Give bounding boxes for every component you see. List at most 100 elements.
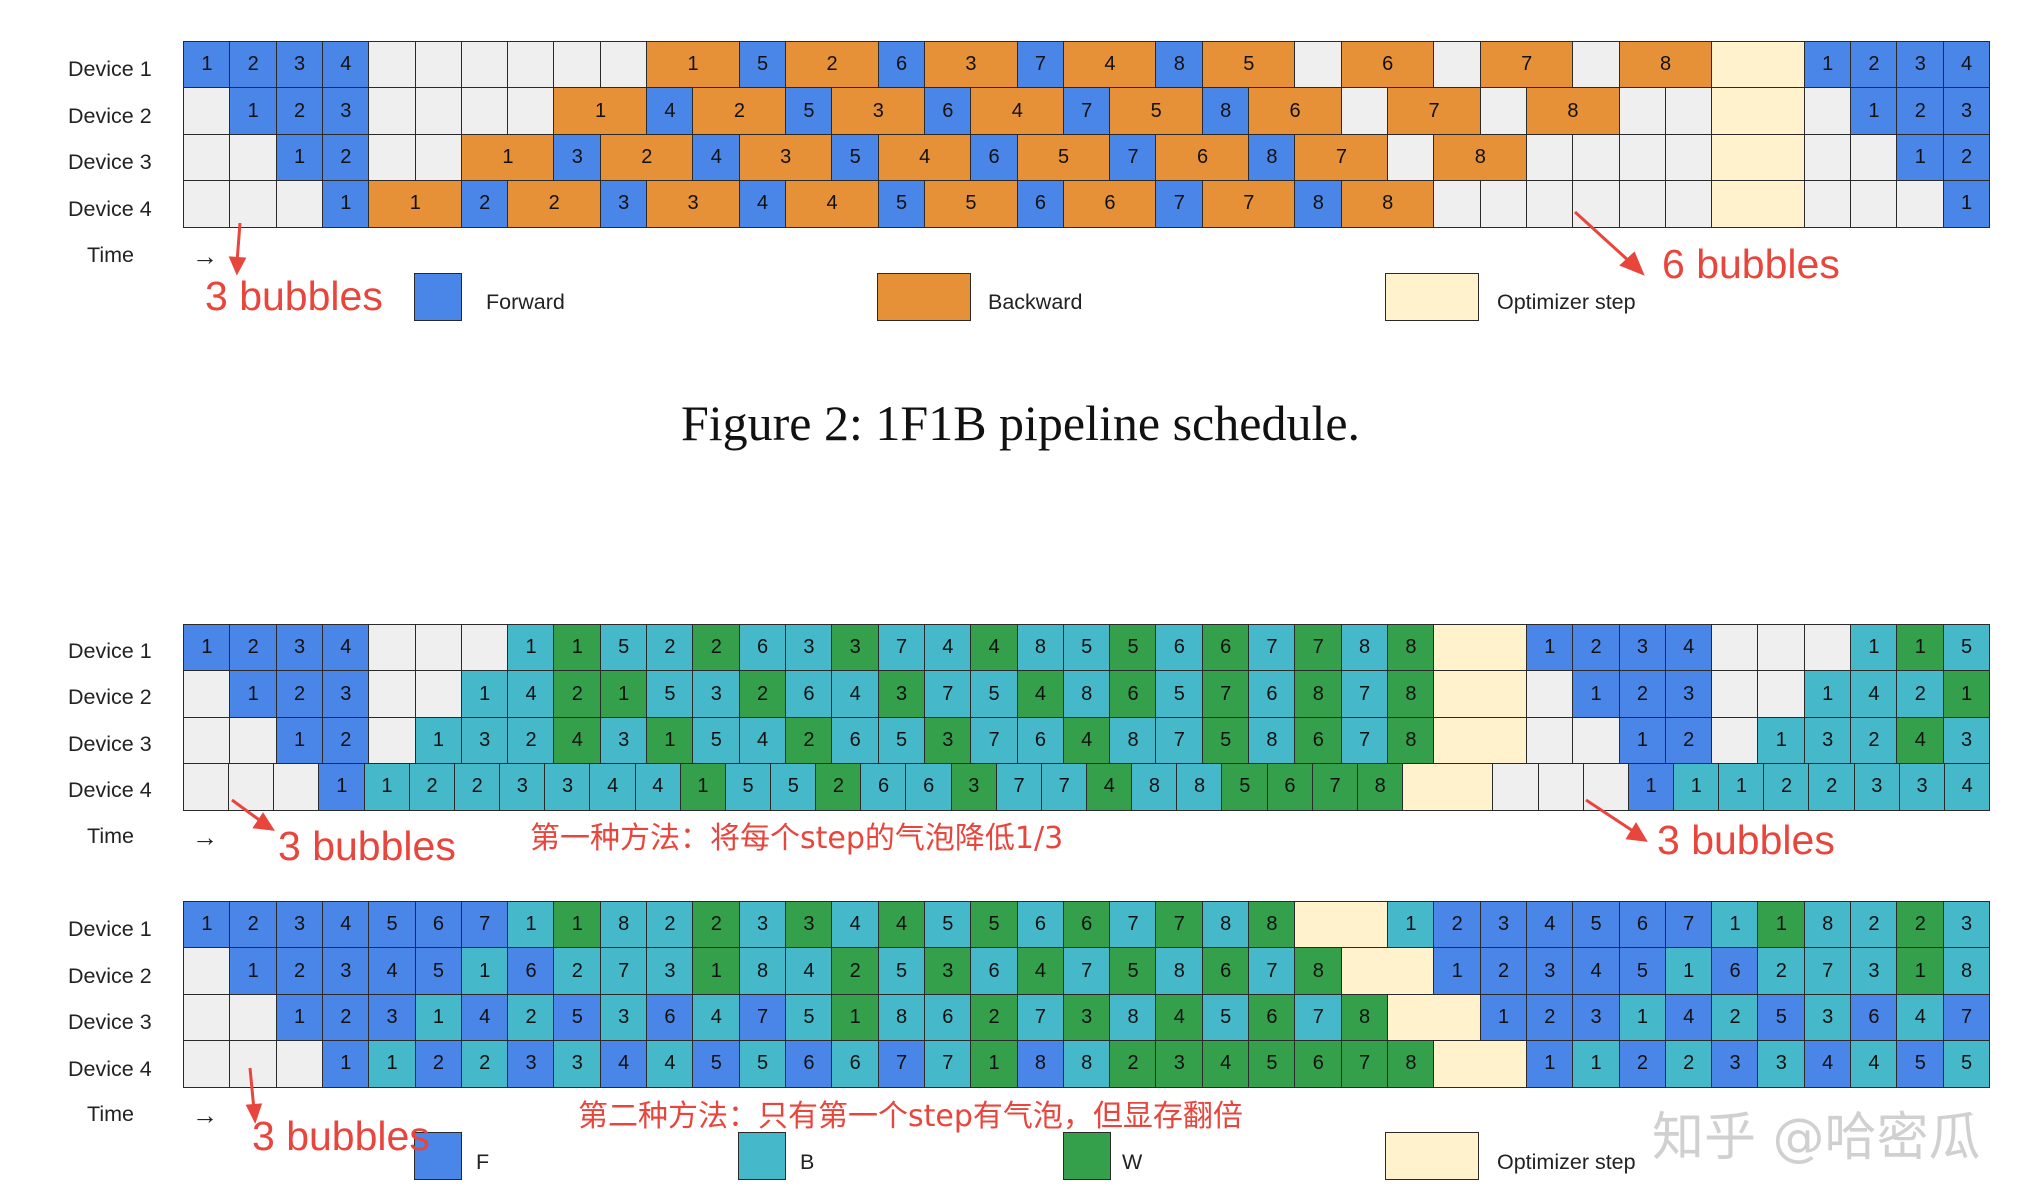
forward-cell: 2: [1525, 993, 1574, 1042]
backward-cell: 2: [1664, 1039, 1713, 1088]
idle-cell: [1896, 179, 1945, 228]
backward-cell: 6: [1062, 179, 1157, 228]
device-label: Device 2: [68, 964, 152, 988]
backward-cell: 8: [1525, 87, 1621, 136]
weight-grad-cell: 1: [1757, 901, 1806, 949]
bubbles-annotation-left: 3 bubbles: [205, 273, 383, 319]
backward-cell: 5: [1109, 87, 1204, 136]
forward-cell: 3: [1664, 670, 1713, 719]
weight-grad-cell: 1: [553, 901, 602, 949]
idle-cell: [553, 41, 602, 89]
idle-cell: [183, 947, 231, 996]
time-arrow-icon: →: [192, 241, 218, 271]
forward-cell: 1: [1572, 670, 1621, 719]
forward-cell: 5: [1757, 993, 1806, 1042]
idle-cell: [1572, 179, 1621, 228]
backward-cell: 2: [1808, 762, 1856, 811]
forward-cell: 5: [1896, 1039, 1945, 1088]
weight-grad-cell: 2: [831, 947, 880, 996]
time-arrow-icon: →: [192, 1100, 218, 1130]
idle-cell: [1582, 762, 1630, 811]
backward-cell: 1: [507, 624, 555, 672]
weight-grad-cell: 3: [950, 762, 998, 811]
arrow-head: [1625, 822, 1648, 842]
backward-cell: 4: [738, 716, 787, 765]
backward-cell: 6: [1340, 41, 1435, 89]
backward-cell: 8: [1176, 762, 1223, 811]
method-two-note: 第二种方法：只有第一个step有气泡，但显存翻倍: [578, 1099, 1243, 1134]
forward-cell: 7: [460, 901, 509, 949]
optimizer-cell: [1433, 716, 1528, 765]
backward-cell: 4: [589, 762, 636, 811]
forward-cell: 4: [460, 993, 509, 1042]
backward-cell: 1: [368, 1039, 417, 1088]
backward-cell: 5: [970, 670, 1019, 719]
weight-grad-cell: 5: [1221, 762, 1269, 811]
backward-cell: 1: [1672, 762, 1720, 811]
forward-cell: 2: [275, 87, 324, 136]
forward-cell: 4: [321, 901, 370, 949]
idle-cell: [460, 87, 509, 136]
arrow-head: [252, 812, 275, 831]
forward-cell: 6: [1618, 901, 1667, 949]
backward-cell: 1: [1618, 993, 1667, 1042]
idle-cell: [368, 87, 417, 136]
idle-cell: [1664, 133, 1713, 182]
device-label: Device 3: [68, 1010, 152, 1034]
forward-cell: 4: [321, 41, 370, 89]
forward-cell: 3: [553, 133, 602, 182]
legend-w-label: W: [1122, 1150, 1143, 1174]
weight-grad-cell: 1: [646, 716, 694, 765]
idle-cell: [183, 179, 231, 228]
legend-b-label: B: [800, 1150, 815, 1174]
forward-cell: 4: [1664, 624, 1713, 672]
device-label: Device 3: [68, 732, 152, 756]
backward-cell: 6: [1248, 670, 1296, 719]
weight-grad-cell: 2: [1896, 901, 1945, 949]
backward-cell: 3: [1757, 1039, 1806, 1088]
weight-grad-cell: 3: [785, 901, 833, 949]
backward-cell: 3: [646, 947, 694, 996]
backward-cell: 5: [1016, 133, 1111, 182]
backward-cell: 1: [1757, 716, 1806, 765]
weight-grad-cell: 4: [1155, 993, 1204, 1042]
forward-cell: 2: [229, 624, 278, 672]
idle-cell: [368, 624, 417, 672]
idle-cell: [414, 41, 463, 89]
forward-cell: 5: [1618, 947, 1667, 996]
forward-cell: 3: [275, 41, 324, 89]
backward-cell: 3: [544, 762, 591, 811]
idle-cell: [1850, 179, 1898, 228]
backward-cell: 7: [1340, 716, 1389, 765]
optimizer-cell: [1711, 133, 1806, 182]
backward-cell: 3: [553, 1039, 602, 1088]
forward-cell: 3: [1942, 87, 1991, 136]
legend-w-swatch: [1063, 1132, 1111, 1180]
forward-cell: 6: [414, 901, 463, 949]
weight-grad-cell: 7: [1155, 901, 1204, 949]
backward-cell: 8: [1062, 670, 1111, 719]
backward-cell: 7: [970, 716, 1019, 765]
idle-cell: [1618, 87, 1667, 136]
backward-cell: 8: [1155, 947, 1204, 996]
idle-cell: [1711, 716, 1759, 765]
backward-cell: 6: [1155, 624, 1204, 672]
forward-cell: 2: [321, 993, 370, 1042]
optimizer-cell: [1433, 1039, 1528, 1088]
forward-cell: 5: [553, 993, 602, 1042]
optimizer-cell: [1340, 947, 1435, 996]
device-label: Device 1: [68, 57, 152, 81]
bubbles-annotation-right: 3 bubbles: [1657, 817, 1835, 863]
backward-cell: 7: [923, 1039, 972, 1088]
backward-cell: 7: [1803, 947, 1852, 996]
forward-cell: 1: [1433, 947, 1482, 996]
forward-cell: 2: [229, 41, 278, 89]
forward-cell: 8: [1155, 41, 1204, 89]
optimizer-cell: [1711, 87, 1806, 136]
legend-forward-label: Forward: [486, 290, 565, 314]
device-label: Device 4: [68, 197, 152, 221]
weight-grad-cell: 7: [1294, 624, 1343, 672]
weight-grad-cell: 4: [553, 716, 602, 765]
backward-cell: 1: [414, 993, 463, 1042]
backward-cell: 1: [460, 947, 509, 996]
